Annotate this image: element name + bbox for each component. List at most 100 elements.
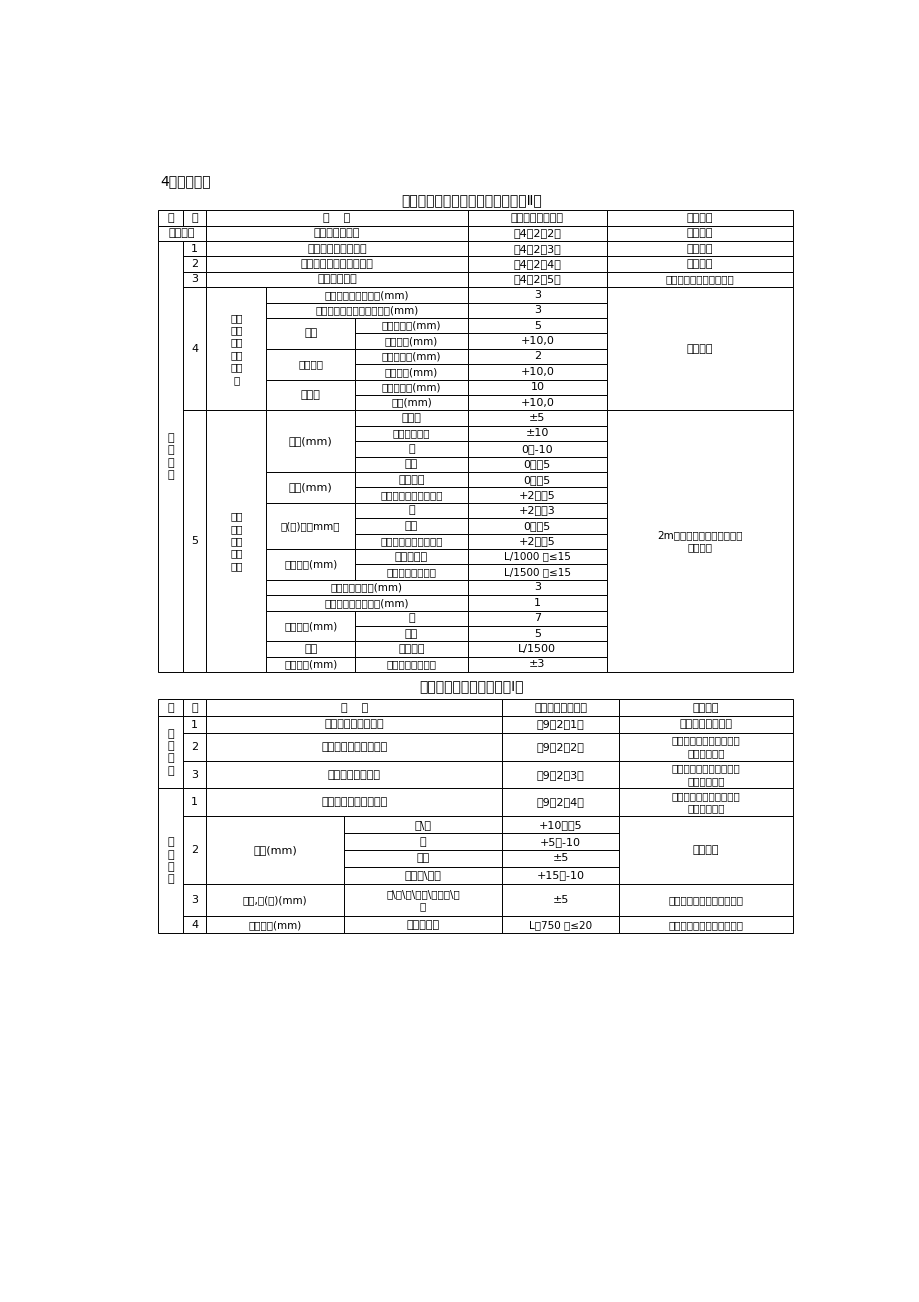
Text: 5: 5	[533, 320, 540, 331]
Text: ±5: ±5	[551, 854, 568, 863]
Bar	[355, 642, 467, 656]
Text: 中心线位置(mm): 中心线位置(mm)	[381, 320, 441, 331]
Bar	[355, 426, 467, 441]
Text: 预埋管、预留孔中心线位置(mm): 预埋管、预留孔中心线位置(mm)	[315, 305, 418, 315]
Text: 3: 3	[191, 769, 199, 780]
Text: 1: 1	[191, 243, 199, 254]
Bar	[183, 699, 206, 716]
Bar	[355, 656, 467, 672]
Text: 4: 4	[191, 344, 199, 354]
Bar	[157, 210, 183, 225]
Bar	[467, 642, 607, 656]
Text: 梁、薄腹梁、桁架、柱: 梁、薄腹梁、桁架、柱	[380, 536, 442, 547]
Text: 10: 10	[529, 383, 544, 392]
Text: 允许偏差或允许值: 允许偏差或允许值	[534, 703, 586, 712]
Text: 宽度,高(厚)(mm): 宽度,高(厚)(mm)	[243, 894, 307, 905]
Bar	[266, 288, 467, 302]
Text: 第4．2．4条: 第4．2．4条	[513, 259, 561, 270]
Bar	[206, 699, 502, 716]
Text: 预埋钢板中心线位置(mm): 预埋钢板中心线位置(mm)	[324, 290, 409, 299]
Bar	[467, 302, 607, 318]
Text: 板: 板	[408, 613, 414, 624]
Bar	[618, 884, 792, 917]
Text: 观察检查: 观察检查	[686, 228, 712, 238]
Bar	[206, 816, 344, 884]
Text: 设计起拱(mm): 设计起拱(mm)	[284, 659, 337, 669]
Text: 5: 5	[533, 629, 540, 639]
Bar	[618, 733, 792, 760]
Text: 0，－5: 0，－5	[523, 475, 550, 484]
Bar	[344, 917, 502, 934]
Text: 过大尺寸偏差处理: 过大尺寸偏差处理	[327, 769, 380, 780]
Text: 项: 项	[167, 703, 174, 712]
Text: 序: 序	[191, 212, 198, 223]
Bar	[502, 867, 618, 884]
Text: 墙板: 墙板	[404, 521, 417, 531]
Bar	[355, 380, 467, 395]
Text: 墙板: 墙板	[404, 629, 417, 639]
Bar	[467, 333, 607, 349]
Text: 5: 5	[191, 536, 199, 547]
Text: 高(厚)度（mm）: 高(厚)度（mm）	[280, 521, 340, 531]
Bar	[344, 816, 502, 833]
Bar	[467, 395, 607, 410]
Bar	[206, 760, 502, 789]
Text: +2，－5: +2，－5	[518, 490, 555, 500]
Bar	[266, 549, 355, 579]
Text: 相邻两板表面高低差(mm): 相邻两板表面高低差(mm)	[324, 598, 409, 608]
Bar	[183, 256, 206, 272]
Text: L/1000 且≤15: L/1000 且≤15	[504, 552, 570, 561]
Text: 侧向弯曲(mm): 侧向弯曲(mm)	[284, 560, 337, 569]
Text: 主
控
项
目: 主 控 项 目	[167, 729, 174, 776]
Text: +10,0: +10,0	[520, 367, 554, 376]
Bar	[183, 789, 206, 816]
Bar	[467, 288, 607, 302]
Bar	[502, 699, 618, 716]
Bar	[344, 850, 502, 867]
Bar	[183, 917, 206, 934]
Bar	[502, 716, 618, 733]
Text: 外露长度(mm): 外露长度(mm)	[384, 336, 437, 346]
Bar	[467, 380, 607, 395]
Text: +2，－3: +2，－3	[518, 505, 555, 516]
Bar	[355, 518, 467, 534]
Bar	[183, 733, 206, 760]
Text: 尺寸(mm): 尺寸(mm)	[391, 397, 431, 408]
Text: 预埋螺栓: 预埋螺栓	[298, 359, 323, 370]
Text: 主控项目: 主控项目	[168, 228, 195, 238]
Text: 预埋
件、
预留
孔允
许偏
差: 预埋 件、 预留 孔允 许偏 差	[230, 312, 243, 384]
Bar	[355, 395, 467, 410]
Text: +2，－5: +2，－5	[518, 536, 555, 547]
Text: L/1500: L/1500	[517, 644, 556, 654]
Bar	[502, 833, 618, 850]
Bar	[355, 365, 467, 380]
Text: 梁、柱、板: 梁、柱、板	[406, 919, 439, 930]
Bar	[467, 626, 607, 642]
Bar	[183, 816, 206, 884]
Bar	[502, 884, 618, 917]
Bar	[607, 256, 792, 272]
Bar	[467, 256, 607, 272]
Text: 观察检查: 观察检查	[686, 243, 712, 254]
Bar	[607, 210, 792, 225]
Text: 外观质量一般缺陷处理: 外观质量一般缺陷处理	[321, 797, 387, 807]
Text: 薄腹梁、桁架、梁: 薄腹梁、桁架、梁	[386, 659, 436, 669]
Bar	[183, 288, 206, 410]
Bar	[607, 272, 792, 288]
Text: 墙板、薄腹梁桁架: 墙板、薄腹梁桁架	[386, 568, 436, 577]
Bar	[467, 210, 607, 225]
Text: 尺量检查: 尺量检查	[692, 845, 719, 855]
Bar	[467, 365, 607, 380]
Text: 一
般
项
目: 一 般 项 目	[167, 837, 174, 884]
Text: 拉线、尺量最大测向弯曲处: 拉线、尺量最大测向弯曲处	[668, 919, 743, 930]
Text: 避免隔离剂沾污: 避免隔离剂沾污	[313, 228, 360, 238]
Text: 3: 3	[191, 894, 199, 905]
Bar	[355, 318, 467, 333]
Text: 预制构件质量检验标准（Ⅰ）: 预制构件质量检验标准（Ⅰ）	[419, 680, 523, 693]
Bar	[206, 789, 502, 816]
Text: 板、墙板: 板、墙板	[398, 644, 425, 654]
Bar	[618, 699, 792, 716]
Text: 检查方法: 检查方法	[686, 212, 712, 223]
Bar	[607, 241, 792, 256]
Text: 板\梁\柱\墙板\薄腹梁\桁
架: 板\梁\柱\墙板\薄腹梁\桁 架	[386, 889, 460, 911]
